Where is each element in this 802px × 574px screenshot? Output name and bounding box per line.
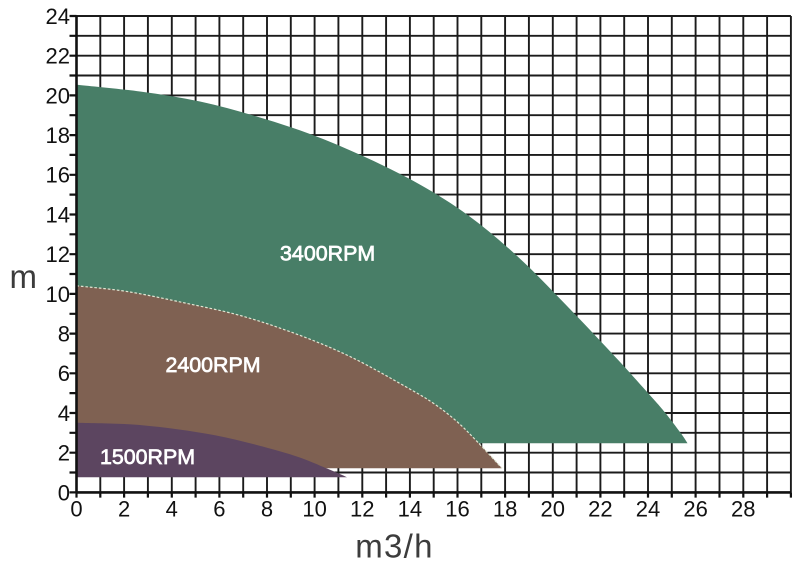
- svg-text:22: 22: [588, 497, 612, 522]
- svg-text:0: 0: [58, 480, 70, 505]
- svg-text:3400RPM: 3400RPM: [280, 241, 375, 265]
- svg-text:16: 16: [445, 497, 469, 522]
- svg-text:18: 18: [46, 123, 70, 148]
- svg-text:20: 20: [541, 497, 565, 522]
- svg-text:14: 14: [46, 202, 70, 227]
- svg-text:4: 4: [58, 401, 70, 426]
- svg-text:18: 18: [493, 497, 517, 522]
- svg-text:1500RPM: 1500RPM: [100, 445, 195, 469]
- svg-text:2: 2: [58, 441, 70, 466]
- svg-text:28: 28: [731, 497, 755, 522]
- svg-text:6: 6: [213, 497, 225, 522]
- svg-text:0: 0: [70, 497, 82, 522]
- svg-text:22: 22: [46, 44, 70, 69]
- svg-text:16: 16: [46, 163, 70, 188]
- svg-text:26: 26: [683, 497, 707, 522]
- svg-text:24: 24: [636, 497, 660, 522]
- svg-text:24: 24: [46, 4, 70, 29]
- svg-text:2400RPM: 2400RPM: [165, 353, 260, 377]
- svg-text:12: 12: [350, 497, 374, 522]
- svg-text:8: 8: [261, 497, 273, 522]
- svg-text:2: 2: [118, 497, 130, 522]
- svg-text:20: 20: [46, 83, 70, 108]
- svg-text:m: m: [10, 258, 39, 295]
- svg-text:10: 10: [46, 282, 70, 307]
- svg-text:4: 4: [166, 497, 178, 522]
- svg-text:m3/h: m3/h: [355, 528, 434, 565]
- svg-text:14: 14: [398, 497, 422, 522]
- svg-text:12: 12: [46, 242, 70, 267]
- svg-text:8: 8: [58, 322, 70, 347]
- svg-text:10: 10: [302, 497, 326, 522]
- svg-text:6: 6: [58, 361, 70, 386]
